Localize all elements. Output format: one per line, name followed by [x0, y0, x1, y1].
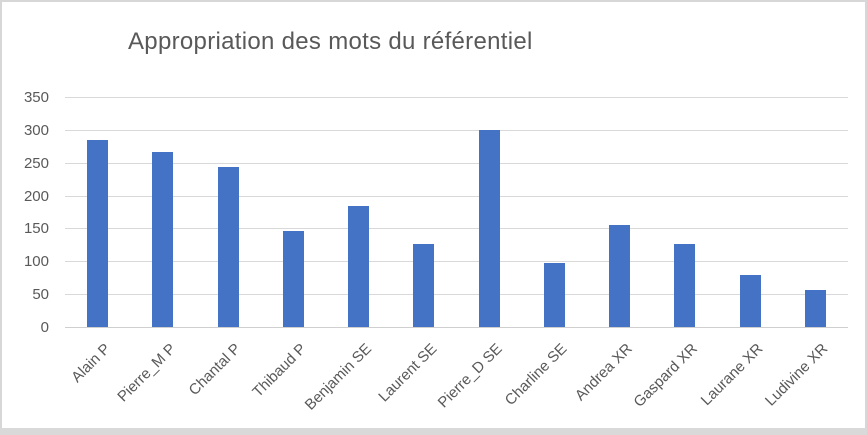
- bar-alain-p: [87, 140, 108, 327]
- x-category-label: Ludivine XR: [762, 340, 832, 410]
- gridline: [65, 130, 848, 131]
- x-category-label: Gaspard XR: [630, 340, 702, 411]
- y-tick-label: 250: [23, 155, 49, 172]
- bar-ludivine-xr: [805, 290, 826, 327]
- x-category-label: Laurent SE: [375, 340, 441, 406]
- bar-gaspard-xr: [674, 244, 695, 327]
- chart-title: Appropriation des mots du référentiel: [128, 28, 533, 55]
- bottom-strip: [0, 428, 867, 435]
- bar-laurane-xr: [740, 275, 761, 327]
- x-axis-line: [65, 327, 848, 328]
- bar-pierre-m-p: [152, 152, 173, 327]
- bar-pierre-d-se: [479, 130, 500, 327]
- y-tick-label: 0: [40, 319, 49, 336]
- y-tick-label: 50: [32, 286, 49, 303]
- y-tick-label: 350: [23, 89, 49, 106]
- x-category-label: Charline SE: [502, 340, 571, 409]
- x-category-label: Pierre_D SE: [434, 340, 506, 412]
- x-category-label: Andrea XR: [572, 340, 636, 405]
- gridline: [65, 163, 848, 164]
- y-tick-label: 100: [23, 253, 49, 270]
- y-tick-label: 300: [23, 122, 49, 139]
- x-category-label: Alain P: [68, 340, 114, 386]
- x-category-label: Chantal P: [185, 340, 245, 399]
- y-tick-label: 150: [23, 220, 49, 237]
- bar-laurent-se: [413, 244, 434, 327]
- gridline: [65, 228, 848, 229]
- bar-benjamin-se: [348, 206, 369, 327]
- gridline: [65, 261, 848, 262]
- x-category-label: Benjamin SE: [301, 340, 375, 414]
- y-tick-label: 200: [23, 188, 49, 205]
- x-category-label: Thibaud P: [249, 340, 310, 401]
- gridline: [65, 196, 848, 197]
- gridline: [65, 294, 848, 295]
- bar-thibaud-p: [283, 231, 304, 327]
- x-category-label: Pierre_M P: [114, 340, 180, 406]
- bar-charline-se: [544, 263, 565, 327]
- bar-andrea-xr: [609, 225, 630, 327]
- x-category-label: Laurane XR: [697, 340, 767, 409]
- gridline: [65, 97, 848, 98]
- bar-chantal-p: [218, 167, 239, 327]
